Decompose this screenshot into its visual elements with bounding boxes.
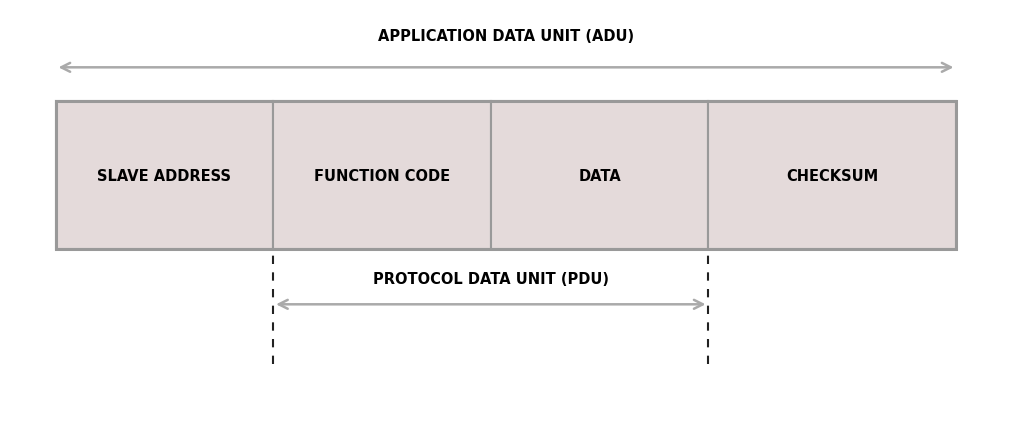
Bar [490, 102, 708, 249]
Text: APPLICATION DATA UNIT (ADU): APPLICATION DATA UNIT (ADU) [377, 29, 634, 44]
Text: FUNCTION CODE: FUNCTION CODE [313, 168, 450, 183]
Bar [56, 102, 273, 249]
Text: PROTOCOL DATA UNIT (PDU): PROTOCOL DATA UNIT (PDU) [372, 271, 609, 287]
Text: CHECKSUM: CHECKSUM [786, 168, 878, 183]
Bar [273, 102, 490, 249]
Bar [56, 102, 955, 249]
Bar [708, 102, 955, 249]
Text: DATA: DATA [577, 168, 621, 183]
Text: SLAVE ADDRESS: SLAVE ADDRESS [97, 168, 232, 183]
